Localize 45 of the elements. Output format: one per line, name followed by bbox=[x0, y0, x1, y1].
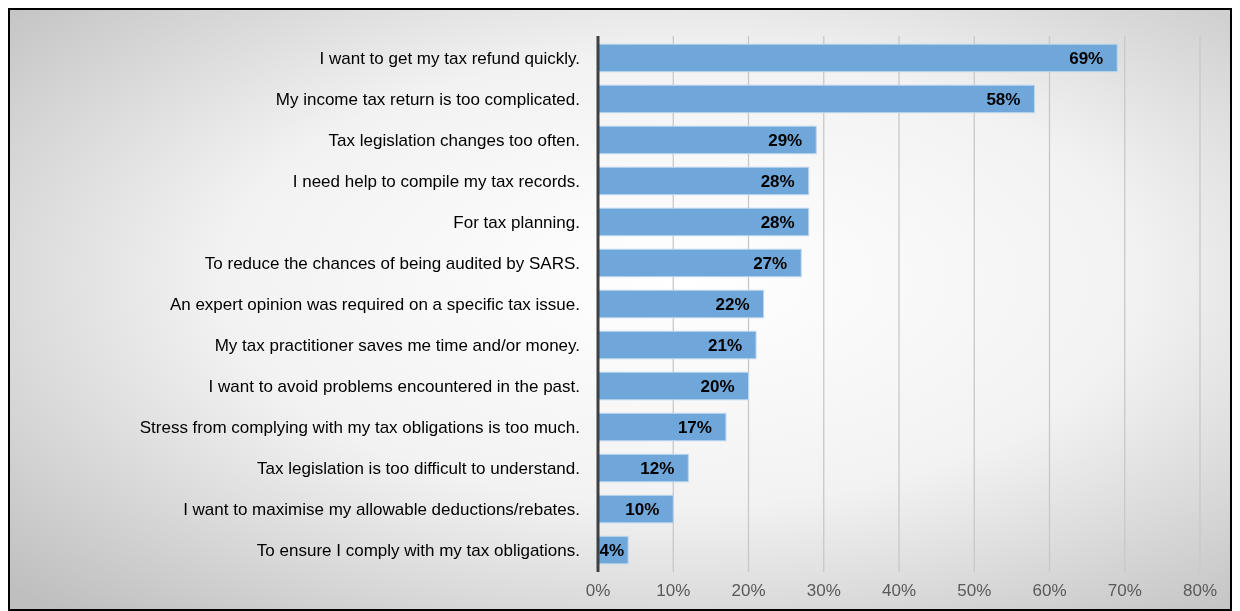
y-tick-label: I want to get my tax refund quickly. bbox=[319, 48, 580, 68]
y-tick-label: To reduce the chances of being audited by SARS. bbox=[204, 253, 580, 273]
bar bbox=[597, 207, 810, 237]
bar bbox=[597, 84, 1035, 114]
bar bbox=[597, 43, 1118, 73]
y-tick-label: Stress from complying with my tax obligations is too much. bbox=[139, 418, 580, 438]
y-tick-label: I want to avoid problems encountered in the past. bbox=[208, 377, 580, 397]
x-tick-label: 0% bbox=[585, 581, 611, 600]
data-label: 28% bbox=[760, 171, 795, 191]
bar bbox=[597, 125, 817, 155]
data-label: 20% bbox=[700, 377, 735, 397]
bar bbox=[597, 330, 757, 360]
x-tick-label: 10% bbox=[656, 581, 691, 600]
x-tick-label: 20% bbox=[731, 581, 766, 600]
x-tick-label: 30% bbox=[806, 581, 841, 600]
y-tick-label: I want to maximise my allowable deductions/rebates. bbox=[183, 500, 580, 520]
y-tick-label: To ensure I comply with my tax obligations. bbox=[256, 541, 580, 561]
bar bbox=[597, 289, 765, 319]
y-tick-label: My tax practitioner saves me time and/or money. bbox=[214, 336, 580, 356]
y-tick-label: For tax planning. bbox=[453, 212, 580, 232]
x-tick-label: 80% bbox=[1182, 581, 1218, 600]
bar bbox=[597, 166, 810, 196]
y-tick-label: I need help to compile my tax records. bbox=[292, 171, 580, 191]
x-tick-label: 70% bbox=[1107, 581, 1142, 600]
data-label: 12% bbox=[640, 459, 675, 479]
data-label: 29% bbox=[768, 130, 803, 150]
data-label: 4% bbox=[599, 541, 624, 561]
x-tick-label: 50% bbox=[957, 581, 992, 600]
data-label: 22% bbox=[715, 295, 750, 314]
data-label: 17% bbox=[677, 418, 712, 438]
y-tick-label: Tax legislation is too difficult to understand. bbox=[257, 459, 580, 479]
x-tick-label: 40% bbox=[881, 581, 917, 600]
bar bbox=[597, 371, 749, 401]
y-tick-label: My income tax return is too complicated. bbox=[275, 89, 580, 109]
y-tick-label: An expert opinion was required on a specific tax issue. bbox=[169, 295, 580, 314]
data-label: 58% bbox=[986, 89, 1021, 109]
bar bbox=[597, 412, 727, 442]
y-tick-label: Tax legislation changes too often. bbox=[328, 130, 580, 150]
data-label: 10% bbox=[625, 500, 660, 520]
x-tick-label: 60% bbox=[1032, 581, 1067, 600]
data-label: 69% bbox=[1069, 48, 1104, 68]
data-label: 28% bbox=[760, 212, 795, 232]
data-label: 21% bbox=[707, 336, 743, 356]
bar bbox=[597, 248, 802, 278]
data-label: 27% bbox=[753, 253, 788, 273]
